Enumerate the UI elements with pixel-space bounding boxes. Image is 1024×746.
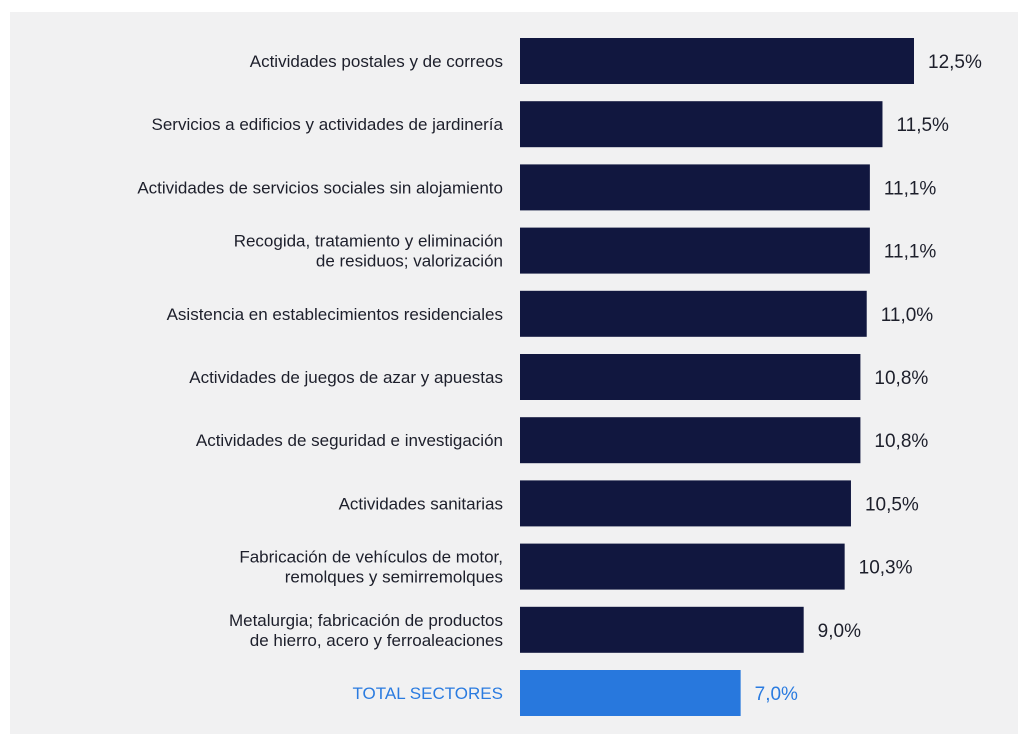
- bar-7: [520, 480, 851, 527]
- category-label-10: TOTAL SECTORES: [352, 684, 503, 703]
- bar-1: [520, 101, 883, 148]
- value-label-3: 11,1%: [884, 242, 937, 263]
- bar-0: [520, 38, 914, 84]
- category-label-2: Actividades de servicios sociales sin al…: [137, 178, 503, 197]
- value-label-9: 9,0%: [818, 621, 861, 642]
- value-label-4: 11,0%: [881, 305, 934, 326]
- bar-8: [520, 543, 845, 590]
- category-label-8: Fabricación de vehículos de motor, remolq…: [239, 548, 503, 587]
- bar-3: [520, 227, 870, 274]
- chart-frame: 12,5% Actividades postales y de correos 11…: [10, 12, 1018, 734]
- value-label-8: 10,3%: [859, 558, 913, 579]
- value-label-2: 11,1%: [884, 178, 937, 199]
- bar-chart: 12,5% Actividades postales y de correos 11…: [137, 38, 982, 716]
- bar-5: [520, 354, 861, 400]
- category-label-9: Metalurgia; fabricación de productos de h…: [229, 611, 503, 650]
- bar-4: [520, 290, 867, 337]
- value-label-6: 10,8%: [874, 431, 928, 452]
- category-label-5: Actividades de juegos de azar y apuestas: [189, 368, 503, 387]
- value-label-1: 11,5%: [896, 115, 949, 136]
- category-label-3: Recogida, tratamiento y eliminación de re…: [234, 232, 503, 271]
- category-label-7: Actividades sanitarias: [339, 494, 503, 513]
- value-label-0: 12,5%: [928, 52, 982, 73]
- value-label-7: 10,5%: [865, 494, 919, 515]
- bar-6: [520, 417, 861, 464]
- category-label-0: Actividades postales y de correos: [250, 52, 503, 71]
- value-label-5: 10,8%: [874, 368, 928, 389]
- category-label-6: Actividades de seguridad e investigación: [196, 431, 503, 450]
- category-label-4: Asistencia en establecimientos residenci…: [167, 305, 503, 324]
- bar-10: [520, 670, 741, 716]
- category-label-1: Servicios a edificios y actividades de j…: [151, 115, 503, 134]
- value-label-10: 7,0%: [755, 684, 798, 705]
- bar-9: [520, 606, 804, 653]
- bar-2: [520, 164, 870, 211]
